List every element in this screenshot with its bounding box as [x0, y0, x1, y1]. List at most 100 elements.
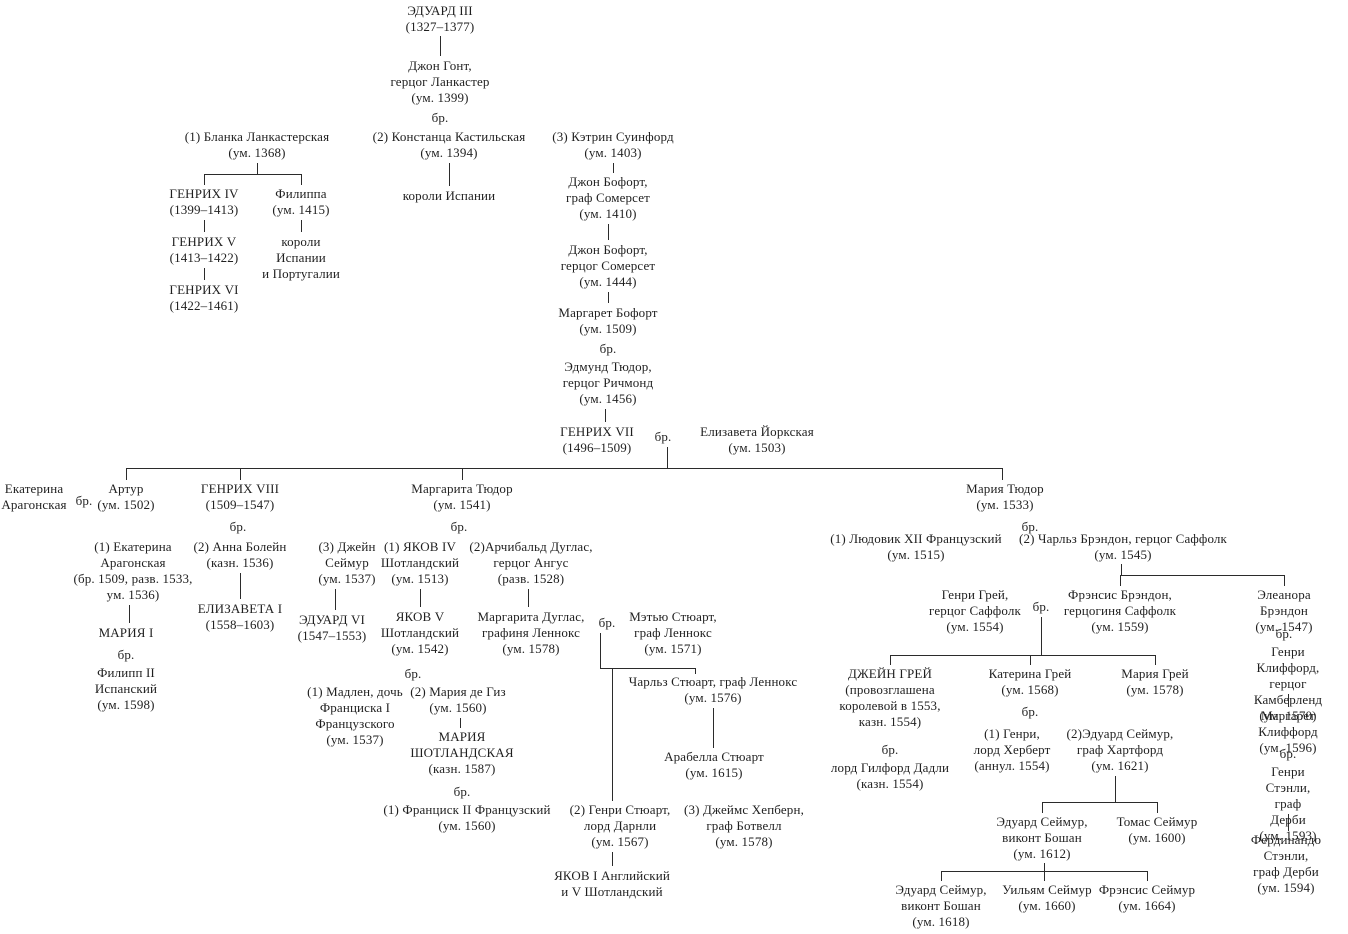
- maria-stuart-scotland: МАРИЯ ШОТЛАНДСКАЯ (казн. 1587): [410, 729, 514, 776]
- yakov-iv: (1) ЯКОВ IV Шотландский (ум. 1513): [380, 539, 460, 586]
- connector-line-vertical: [1155, 655, 1156, 665]
- connector-line-vertical: [257, 163, 258, 174]
- blanka-lancaster: (1) Бланка Ланкастерская (ум. 1368): [184, 129, 330, 160]
- connector-line-horizontal: [1042, 802, 1157, 803]
- francis-seymour: Фрэнсис Сеймур (ум. 1664): [1098, 882, 1196, 913]
- connector-line-vertical: [1120, 575, 1121, 586]
- connector-line-vertical: [528, 589, 529, 607]
- ludovik-xii: (1) Людовик XII Французский (ум. 1515): [830, 531, 1002, 562]
- philippa: Филиппа (ум. 1415): [272, 186, 330, 217]
- connector-line-vertical: [204, 220, 205, 232]
- connector-line-vertical: [713, 708, 714, 748]
- eduard-seymour-beauchamp-1612: Эдуард Сеймур, виконт Бошан (ум. 1612): [996, 814, 1088, 861]
- edward-iii: ЭДУАРД III (1327–1377): [405, 3, 475, 34]
- yakov-i: ЯКОВ I Английский и V Шотландский: [554, 868, 670, 899]
- marriage-label-margarita: бр.: [450, 519, 468, 534]
- connector-line-vertical: [204, 268, 205, 280]
- marriage-label-henry-vii: бр.: [654, 429, 672, 444]
- john-beaufort-duke-somerset: Джон Бофорт, герцог Сомерсет (ум. 1444): [560, 242, 656, 289]
- marriage-label-maria-tudor: бр.: [1021, 519, 1039, 534]
- ferdinando-stanley: Фердинандо Стэнли, граф Дерби (ум. 1594): [1250, 832, 1322, 895]
- connector-line-vertical: [1042, 802, 1043, 813]
- yakov-v: ЯКОВ V Шотландский (ум. 1542): [380, 609, 460, 656]
- marriage-label-douglas: бр.: [598, 615, 616, 630]
- connector-line-vertical: [301, 220, 302, 232]
- marriage-label-arthur: бр.: [75, 493, 93, 508]
- marriage-label-clifford: бр.: [1279, 746, 1297, 761]
- charles-brandon: (2) Чарльз Брэндон, герцог Саффолк (ум. …: [1018, 531, 1228, 562]
- connector-line-vertical: [667, 447, 668, 468]
- marriage-label-katerina-grey: бр.: [1021, 704, 1039, 719]
- elizabeth-york: Елизавета Йоркская (ум. 1503): [700, 424, 814, 455]
- connector-line-horizontal: [1120, 575, 1284, 576]
- connector-line-vertical: [695, 668, 696, 674]
- connector-line-vertical: [1147, 871, 1148, 881]
- henry-v: ГЕНРИХ V (1413–1422): [169, 234, 239, 265]
- henry-stuart-darnley: (2) Генри Стюарт, лорд Дарнли (ум. 1567): [569, 802, 671, 849]
- connector-line-vertical: [440, 36, 441, 56]
- connector-line-vertical: [608, 292, 609, 303]
- eleanora-brandon: Элеанора Брэндон (ум. 1547): [1255, 587, 1313, 634]
- connector-line-vertical: [613, 163, 614, 173]
- connector-line-vertical: [1288, 694, 1289, 707]
- katrin-swynford: (3) Кэтрин Суинфорд (ум. 1403): [552, 129, 674, 160]
- connector-line-horizontal: [890, 655, 1155, 656]
- connector-line-vertical: [1288, 814, 1289, 831]
- marriage-label-maria-stuart: бр.: [453, 784, 471, 799]
- henry-grey: Генри Грей, герцог Саффолк (ум. 1554): [929, 587, 1021, 634]
- connector-line-vertical: [1044, 863, 1045, 871]
- jane-grey: ДЖЕЙН ГРЕЙ (провозглашена королевой в 15…: [839, 666, 941, 729]
- connector-line-vertical: [605, 409, 606, 422]
- margaret-beaufort: Маргарет Бофорт (ум. 1509): [558, 305, 658, 336]
- kings-spain-portugal: короли Испании и Португалии: [262, 234, 340, 281]
- francisk-ii: (1) Франциск II Французский (ум. 1560): [383, 802, 551, 833]
- marriage-label-grey: бр.: [1032, 599, 1050, 614]
- connector-line-vertical: [240, 468, 241, 480]
- henry-clifford: Генри Клиффорд, герцог Камберленд (ум. 1…: [1253, 644, 1323, 723]
- marriage-label-gaunt: бр.: [431, 110, 449, 125]
- margarita-tudor: Маргарита Тюдор (ум. 1541): [411, 481, 513, 512]
- margarita-douglas: Маргарита Дуглас, графиня Леннокс (ум. 1…: [477, 609, 585, 656]
- eduard-seymour-beauchamp-1618: Эдуард Сеймур, виконт Бошан (ум. 1618): [895, 882, 987, 929]
- connector-line-vertical: [1284, 575, 1285, 586]
- marriage-label-yakov-v: бр.: [404, 666, 422, 681]
- henry-vii: ГЕНРИХ VII (1496–1509): [560, 424, 634, 455]
- matthew-stuart: Мэтью Стюарт, граф Леннокс (ум. 1571): [629, 609, 717, 656]
- connector-line-horizontal: [204, 174, 301, 175]
- connector-line-vertical: [301, 174, 302, 185]
- ekaterina-aragon-arthur: Екатерина Арагонская: [1, 481, 67, 512]
- guilford-dudley: лорд Гилфорд Дадли (казн. 1554): [830, 760, 950, 791]
- connector-line-vertical: [600, 633, 601, 668]
- ekaterina-aragon: (1) Екатерина Арагонская (бр. 1509, разв…: [73, 539, 193, 602]
- anna-boleyn: (2) Анна Болейн (казн. 1536): [193, 539, 287, 570]
- connector-line-vertical: [1044, 871, 1045, 881]
- eduard-vi: ЭДУАРД VI (1547–1553): [297, 612, 367, 643]
- marriage-label-henry-viii: бр.: [229, 519, 247, 534]
- connector-line-vertical: [608, 224, 609, 240]
- edmund-tudor: Эдмунд Тюдор, герцог Ричмонд (ум. 1456): [562, 359, 654, 406]
- connector-line-vertical: [129, 605, 130, 623]
- charles-stuart-lennox: Чарльз Стюарт, граф Леннокс (ум. 1576): [628, 674, 798, 705]
- eduard-seymour-hertford: (2)Эдуард Сеймур, граф Хартфорд (ум. 162…: [1066, 726, 1174, 773]
- jane-seymour: (3) Джейн Сеймур (ум. 1537): [318, 539, 376, 586]
- connector-line-vertical: [1115, 776, 1116, 802]
- thomas-seymour: Томас Сеймур (ум. 1600): [1116, 814, 1198, 845]
- maria-grey: Мария Грей (ум. 1578): [1121, 666, 1189, 697]
- henry-vi: ГЕНРИХ VI (1422–1461): [169, 282, 239, 313]
- marriage-label-beaufort: бр.: [599, 341, 617, 356]
- margaret-clifford: Маргарет Клиффорд (ум. 1596): [1258, 708, 1318, 755]
- connector-line-horizontal: [126, 468, 1003, 469]
- henry-viii: ГЕНРИХ VIII (1509–1547): [200, 481, 280, 512]
- konstanca-castile: (2) Констанца Кастильская (ум. 1394): [372, 129, 526, 160]
- henry-stanley: Генри Стэнли, граф Дерби (ум. 1593): [1259, 764, 1317, 843]
- arabella-stuart: Арабелла Стюарт (ум. 1615): [664, 749, 764, 780]
- connector-line-vertical: [941, 871, 942, 881]
- katerina-grey: Катерина Грей (ум. 1568): [988, 666, 1072, 697]
- connector-line-vertical: [890, 655, 891, 665]
- madlen-valois: (1) Мадлен, дочь Франциска I Французског…: [307, 684, 403, 747]
- connector-line-vertical: [1121, 564, 1122, 575]
- connector-line-vertical: [1002, 468, 1003, 480]
- henry-herbert: (1) Генри, лорд Херберт (аннул. 1554): [973, 726, 1051, 773]
- henry-iv: ГЕНРИХ IV (1399–1413): [169, 186, 239, 217]
